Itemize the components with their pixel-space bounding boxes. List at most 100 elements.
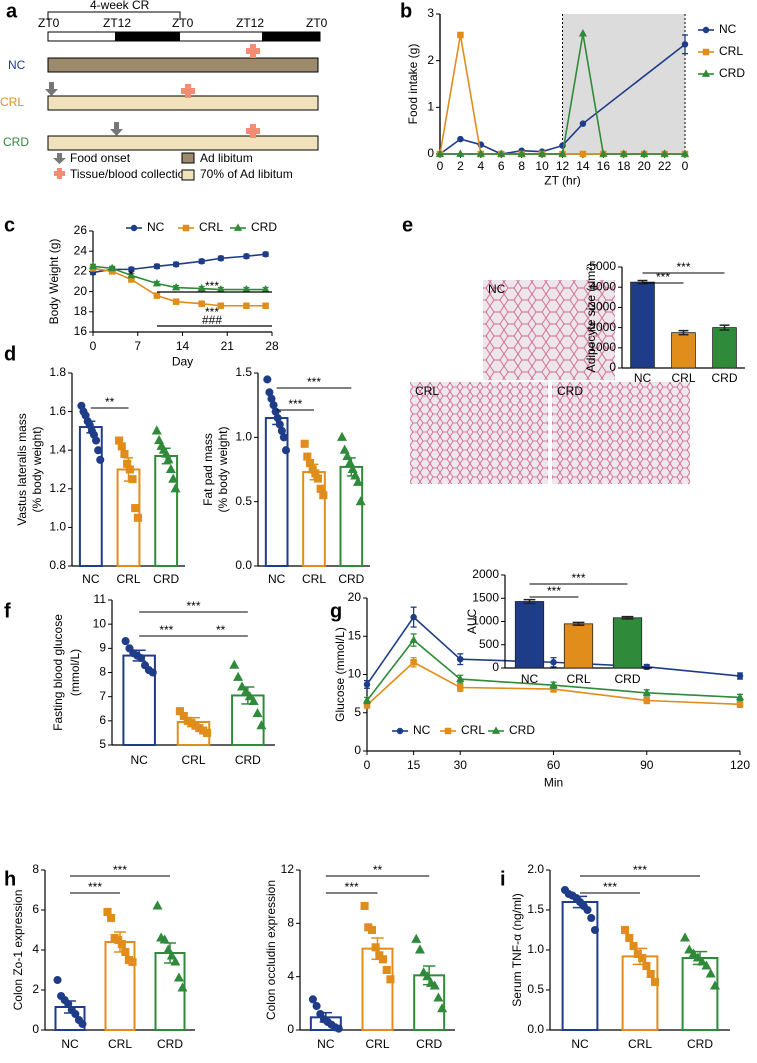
marker [702,26,710,34]
marker [386,975,395,984]
group-label: NC [8,58,26,72]
marker [108,263,117,272]
marker [355,496,366,506]
y-tick-label: 500 [479,637,499,651]
marker [92,436,101,445]
micrograph-label: CRD [557,384,583,398]
food-onset-icon [110,122,123,136]
marker [107,913,116,923]
y-tick-label: 1 [427,100,434,114]
panel-label: i [500,868,506,890]
y-tick-label: 0 [609,360,616,374]
y-tick-label: 24 [74,243,88,257]
significance-label: *** [205,279,219,293]
significance-label: *** [345,880,359,894]
marker [456,655,464,663]
x-tick-label: CRL [566,672,590,686]
marker [457,31,464,39]
significance-label: *** [186,599,200,613]
y-tick-label: 1.6 [49,404,66,418]
marker [558,149,567,157]
x-tick-label: NC [634,371,652,385]
marker [127,270,136,279]
marker [444,727,452,735]
schematic-title: 4-week CR [90,0,150,12]
marker [702,48,710,56]
x-tick-label: 14 [576,159,590,173]
marker [599,149,608,157]
bar [561,901,599,1031]
marker [96,455,105,464]
y-tick-label: 1.0 [235,430,252,444]
y-tick-label: 8 [287,916,294,930]
marker [371,943,380,952]
y-axis-label: Serum TNF-α (ng/ml) [510,893,524,1006]
x-tick-label: CRL [108,1037,132,1051]
x-tick-label: 18 [617,159,631,173]
marker [476,149,485,157]
marker [578,28,588,37]
zt-label: ZT12 [236,16,264,30]
panel-label: f [4,600,11,622]
x-tick-label: 16 [597,159,611,173]
panel-label: h [4,868,16,890]
bar [361,947,394,1032]
x-tick-label: 60 [547,758,561,772]
significance-label: *** [307,375,321,389]
micrograph [483,280,615,380]
y-tick-label: 18 [74,304,88,318]
x-tick-label: CRD [338,572,364,586]
y-tick-label: 1.8 [49,365,66,379]
panel-label: d [4,343,16,365]
x-tick-label: 7 [134,339,141,353]
marker [198,300,205,307]
significance-label: *** [288,397,302,411]
x-tick-label: CRD [235,753,261,767]
y-tick-label: 1.0 [527,942,544,956]
series-line [366,661,741,706]
legend-label: CRD [251,220,277,234]
bar [630,281,655,369]
x-tick-label: 8 [518,159,525,173]
marker [312,1001,321,1011]
x-tick-label: 4 [477,159,484,173]
y-tick-label: 5 [354,705,361,719]
y-axis-label: Body Weight (g) [47,239,61,325]
y-tick-label: 8 [32,862,39,876]
marker [352,476,364,486]
marker [456,149,465,157]
marker [243,302,250,309]
significance-label: *** [88,880,102,894]
marker [736,701,744,708]
marker [679,932,691,942]
y-tick-label: 2000 [589,320,616,334]
y-tick-label: 20 [348,590,362,604]
marker [163,944,174,954]
y-axis-label: Adipocyte size (μm²) [584,263,598,373]
marker [736,672,744,680]
bar [612,617,643,669]
bar [563,623,594,669]
series-line [366,615,741,685]
cr-bracket [47,11,181,20]
panel-label: a [6,0,18,22]
y-axis-label: AUC [465,609,479,635]
y-tick-label: 2000 [472,567,499,581]
y-tick-label: 4 [287,969,294,983]
marker [229,659,240,669]
marker [587,913,596,923]
x-tick-label: CRD [615,672,641,686]
y-tick-label: 0.0 [235,558,252,572]
marker [410,613,417,621]
food-onset-icon [45,82,58,96]
feeding-bar [47,135,319,151]
y-tick-label: 1000 [589,340,616,354]
dark-phase [115,32,180,41]
x-tick-label: CRD [153,572,179,586]
y-tick-label: 6 [32,902,39,916]
legend-label: Tissue/blood collection [70,167,191,181]
marker [363,681,371,688]
group-label: CRD [3,135,29,149]
significance-label: *** [603,880,617,894]
y-axis-label: Colon Zo-1 expression [11,890,25,1011]
